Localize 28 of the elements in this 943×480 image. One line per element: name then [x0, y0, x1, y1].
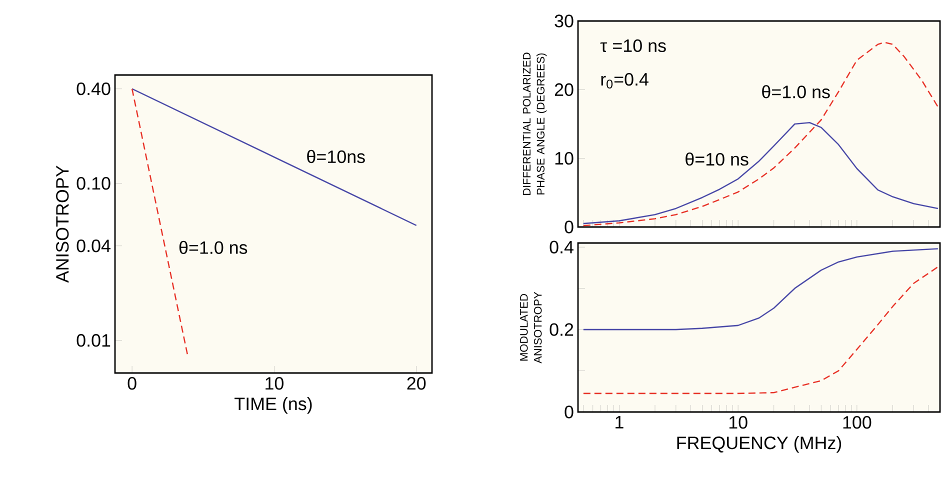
series-label: θ=10ns: [307, 150, 365, 164]
series-label: θ=1.0 ns: [762, 85, 830, 98]
annotation: r$_{0}$=0.4: [601, 72, 648, 88]
series-label: θ=1.0 ns: [179, 240, 248, 254]
x-tick-label: 100: [843, 416, 872, 429]
y-tick-label: 0: [564, 220, 574, 234]
y-tick-label: 0.4: [550, 240, 574, 254]
x-axis-title: FREQUENCY (MHz): [677, 436, 842, 453]
y-tick-label: 0.40: [76, 82, 110, 96]
y-tick-label: 10: [555, 152, 574, 165]
y-tick-label: 0.2: [550, 323, 574, 336]
x-tick-label: 1: [616, 416, 624, 428]
y-axis-title: MODULATED ANISOTROPY: [520, 292, 542, 364]
x-tick-label: 20: [407, 377, 426, 390]
y-tick-label: 0: [564, 406, 574, 418]
y-tick-label: 0.04: [76, 240, 110, 252]
x-axis-title: TIME (ns): [234, 397, 312, 414]
x-tick-label: 10: [729, 416, 748, 429]
x-tick-label: 10: [266, 377, 284, 390]
y-tick-label: 0.10: [76, 177, 110, 190]
series-label: θ=10 ns: [686, 152, 748, 166]
y-tick-label: 20: [554, 83, 574, 96]
y-tick-label: 30: [554, 14, 574, 28]
y-axis-title: ANISOTROPY: [56, 166, 69, 283]
y-axis-title: DIFFERENTIAL POLARIZED PHASE ANGLE (DEGREES): [522, 52, 547, 195]
y-tick-label: 0.01: [76, 334, 110, 347]
x-tick-label: 0: [128, 377, 136, 390]
annotation: τ =10 ns: [600, 39, 666, 52]
